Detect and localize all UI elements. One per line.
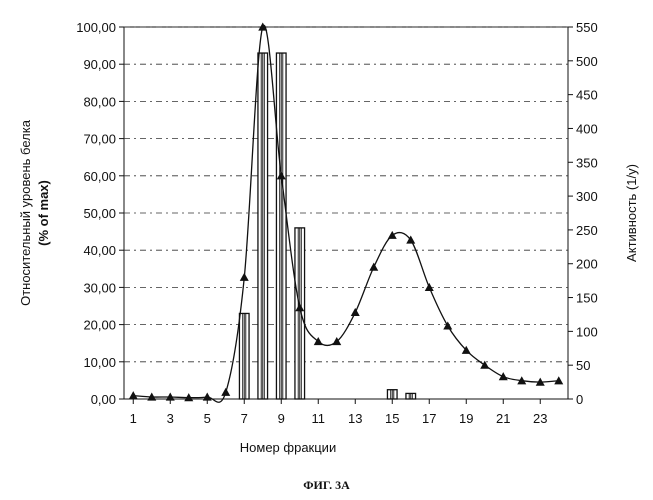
- y-left-tick-label: 20,00: [83, 318, 116, 333]
- y-left-tick-label: 30,00: [83, 280, 116, 295]
- y-right-tick-label: 550: [576, 20, 598, 35]
- x-tick-label: 9: [278, 411, 285, 426]
- y-right-tick-label: 400: [576, 121, 598, 136]
- x-tick-label: 1: [130, 411, 137, 426]
- x-tick-label: 19: [459, 411, 473, 426]
- y-left-tick-label: 10,00: [83, 355, 116, 370]
- y-right-tick-label: 450: [576, 88, 598, 103]
- chart: 0,00 10,00 20,00 30,00 40,00 50,00 60,00 70,00 8…: [0, 0, 653, 478]
- y-left-ticks: 0,00 10,00 20,00 30,00 40,00 50,00 60,00 70,00 8…: [76, 20, 124, 407]
- y-right-tick-label: 350: [576, 155, 598, 170]
- y-left-tick-label: 80,00: [83, 94, 116, 109]
- x-ticks: 1357911131517192123: [130, 399, 548, 426]
- y-left-tick-label: 100,00: [76, 20, 116, 35]
- y-right-tick-label: 500: [576, 54, 598, 69]
- y-right-tick-label: 150: [576, 291, 598, 306]
- y-left-label-line1: Относительный уровень белка: [18, 119, 33, 306]
- x-tick-label: 21: [496, 411, 510, 426]
- y-right-tick-label: 0: [576, 392, 583, 407]
- y-left-tick-label: 90,00: [83, 57, 116, 72]
- y-right-tick-label: 100: [576, 324, 598, 339]
- y-right-tick-label: 250: [576, 223, 598, 238]
- x-tick-label: 15: [385, 411, 399, 426]
- x-tick-label: 23: [533, 411, 547, 426]
- y-left-tick-label: 40,00: [83, 243, 116, 258]
- y-left-label-line2: (% of max): [36, 180, 51, 246]
- y-right-ticks: 0 50 100 150 200 250 300 350 400 450 500 550: [568, 20, 598, 407]
- y-left-tick-label: 60,00: [83, 169, 116, 184]
- x-tick-label: 3: [167, 411, 174, 426]
- x-tick-label: 7: [241, 411, 248, 426]
- x-axis-label: Номер фракции: [240, 440, 336, 455]
- y-right-tick-label: 300: [576, 189, 598, 204]
- figure-caption: ФИГ. 3А: [0, 478, 653, 493]
- y-right-tick-label: 200: [576, 257, 598, 272]
- x-tick-label: 13: [348, 411, 362, 426]
- y-left-tick-label: 70,00: [83, 132, 116, 147]
- y-right-tick-label: 50: [576, 358, 590, 373]
- y-left-tick-label: 50,00: [83, 206, 116, 221]
- x-tick-label: 17: [422, 411, 436, 426]
- x-tick-label: 11: [312, 411, 326, 426]
- x-tick-label: 5: [204, 411, 211, 426]
- y-right-label: Активность (1/у): [624, 164, 639, 262]
- y-left-tick-label: 0,00: [91, 392, 116, 407]
